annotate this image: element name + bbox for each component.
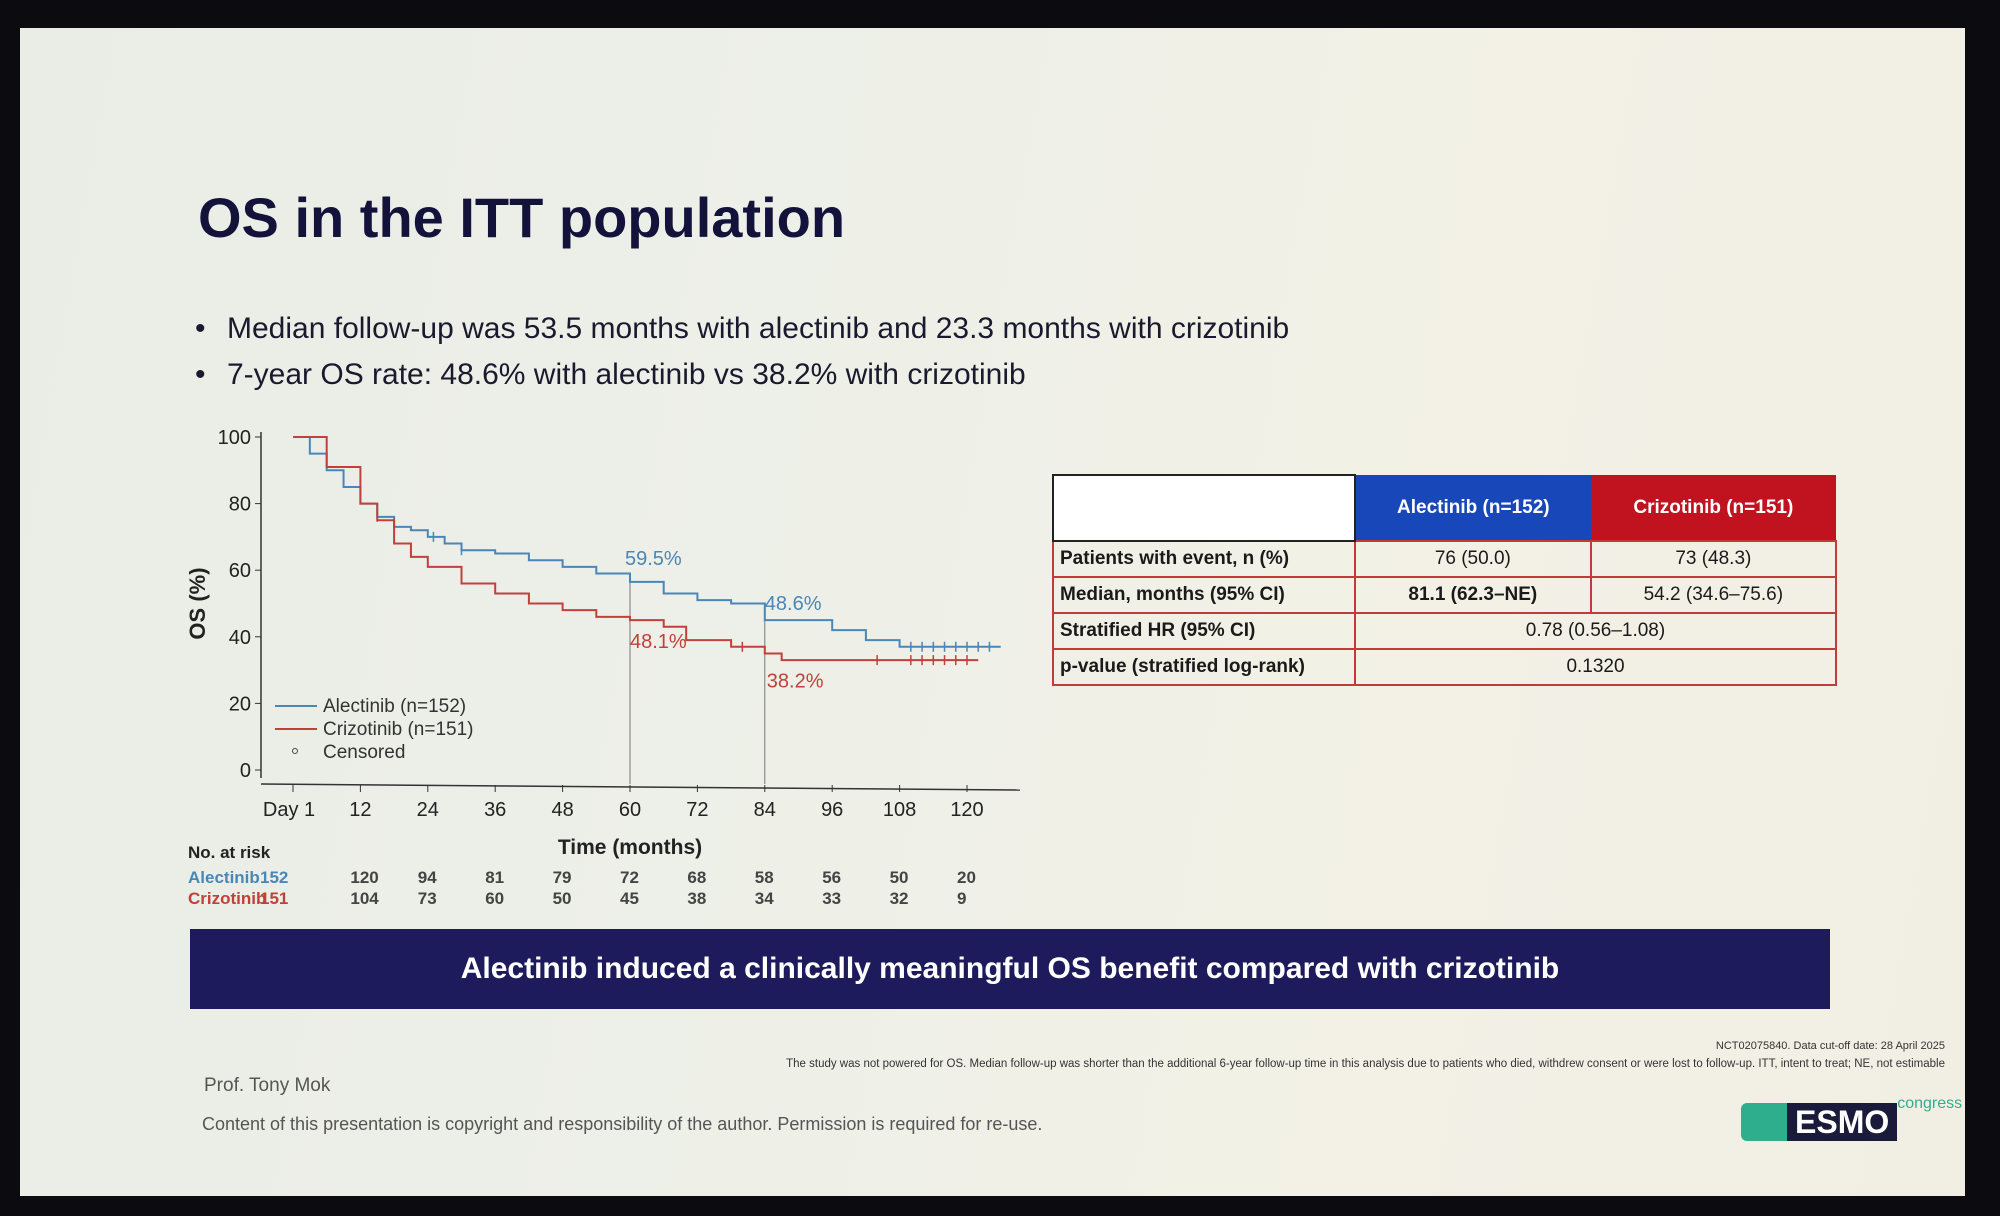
row-label: p-value (stratified log-rank) — [1052, 648, 1356, 686]
x-tick-label: 60 — [619, 799, 641, 821]
landmark-label: 48.6% — [765, 593, 822, 615]
cell-alectinib: 81.1 (62.3–NE) — [1354, 576, 1592, 614]
x-tick-label: 72 — [686, 799, 708, 821]
copyright-note: Content of this presentation is copyrigh… — [202, 1114, 1043, 1134]
x-tick-label: 84 — [754, 799, 776, 821]
table-header-blank — [1052, 474, 1356, 542]
cell-combined: 0.78 (0.56–1.08) — [1354, 612, 1837, 650]
y-tick-label: 80 — [229, 494, 251, 516]
table-row: p-value (stratified log-rank) 0.1320 — [1052, 648, 1837, 686]
bullet-list: Median follow-up was 53.5 months with al… — [195, 312, 1289, 404]
km-curve-crizotinib — [293, 436, 979, 662]
risk-header: No. at risk — [188, 843, 271, 862]
risk-value: 151 — [260, 889, 289, 908]
x-tick-label: 12 — [349, 799, 371, 821]
km-curve-alectinib — [293, 436, 1001, 648]
table-row: Median, months (95% CI) 81.1 (62.3–NE) 5… — [1052, 576, 1838, 614]
table-row: Stratified HR (95% CI) 0.78 (0.56–1.08) — [1052, 612, 1837, 650]
slide-title: OS in the ITT population — [198, 186, 846, 249]
cell-alectinib: 76 (50.0) — [1354, 540, 1592, 578]
risk-value: 45 — [620, 889, 639, 908]
results-table: Alectinib (n=152) Crizotinib (n=151) Pat… — [1052, 474, 1838, 686]
esmo-logo: ESMO congress — [1741, 1095, 1962, 1141]
presenter-name: Prof. Tony Mok — [204, 1075, 331, 1096]
x-axis-title: Time (months) — [558, 836, 702, 859]
landmark-label: 59.5% — [625, 548, 682, 570]
cell-combined: 0.1320 — [1354, 648, 1837, 686]
trial-note: NCT02075840. Data cut-off date: 28 April… — [1715, 1040, 1945, 1052]
risk-value: 68 — [687, 868, 707, 887]
x-tick-label: 36 — [484, 799, 506, 821]
x-tick-label: 24 — [417, 799, 439, 821]
bullet-item: 7-year OS rate: 48.6% with alectinib vs … — [195, 358, 1289, 404]
table-header-alectinib: Alectinib (n=152) — [1355, 475, 1591, 541]
x-tick-label: 96 — [821, 799, 843, 821]
risk-value: 120 — [350, 868, 379, 887]
risk-value: 56 — [822, 868, 842, 887]
footnote: The study was not powered for OS. Median… — [786, 1058, 1945, 1070]
risk-value: 73 — [417, 889, 437, 908]
risk-value: 34 — [754, 889, 774, 908]
y-tick-label: 20 — [229, 693, 251, 715]
bullet-item: Median follow-up was 53.5 months with al… — [195, 312, 1289, 358]
table-header-crizotinib: Crizotinib (n=151) — [1590, 475, 1836, 541]
risk-row-label: Crizotinib — [188, 889, 267, 908]
y-tick-label: 0 — [240, 760, 251, 782]
risk-value: 32 — [889, 889, 909, 908]
risk-value: 79 — [552, 868, 572, 887]
x-tick-label: Day 1 — [263, 799, 315, 821]
x-tick-label: 120 — [950, 799, 983, 821]
risk-value: 72 — [620, 868, 639, 887]
risk-value: 38 — [687, 889, 707, 908]
row-label: Stratified HR (95% CI) — [1052, 612, 1356, 650]
legend-label: Alectinib (n=152) — [323, 696, 466, 717]
risk-value: 81 — [485, 868, 505, 887]
y-tick-label: 40 — [229, 627, 251, 649]
risk-value: 152 — [260, 868, 289, 887]
y-tick-label: 60 — [229, 560, 251, 582]
landmark-label: 48.1% — [630, 631, 687, 653]
risk-value: 104 — [350, 889, 379, 908]
y-tick-label: 100 — [218, 427, 251, 449]
legend-label: Crizotinib (n=151) — [323, 719, 474, 740]
cell-crizotinib: 73 (48.3) — [1589, 540, 1838, 578]
risk-value: 9 — [957, 889, 967, 908]
landmark-label: 38.2% — [767, 670, 824, 692]
table-row: Patients with event, n (%) 76 (50.0) 73 … — [1052, 540, 1838, 578]
conclusion-banner: Alectinib induced a clinically meaningfu… — [190, 929, 1830, 1009]
y-axis-title: OS (%) — [185, 567, 210, 639]
legend-censor-symbol — [292, 748, 298, 754]
risk-value: 50 — [552, 889, 572, 908]
risk-value: 20 — [957, 868, 976, 887]
x-tick-label: 48 — [551, 799, 573, 821]
x-axis — [260, 783, 1021, 791]
risk-row-label: Alectinib — [188, 868, 260, 887]
legend-label: Censored — [323, 742, 405, 763]
risk-value: 58 — [754, 868, 774, 887]
risk-value: 50 — [889, 868, 909, 887]
risk-value: 33 — [822, 889, 842, 908]
risk-value: 94 — [417, 868, 437, 887]
cell-crizotinib: 54.2 (34.6–75.6) — [1589, 576, 1838, 614]
x-tick-label: 108 — [883, 799, 916, 821]
row-label: Patients with event, n (%) — [1052, 540, 1356, 578]
row-label: Median, months (95% CI) — [1052, 576, 1356, 614]
risk-value: 60 — [485, 889, 505, 908]
